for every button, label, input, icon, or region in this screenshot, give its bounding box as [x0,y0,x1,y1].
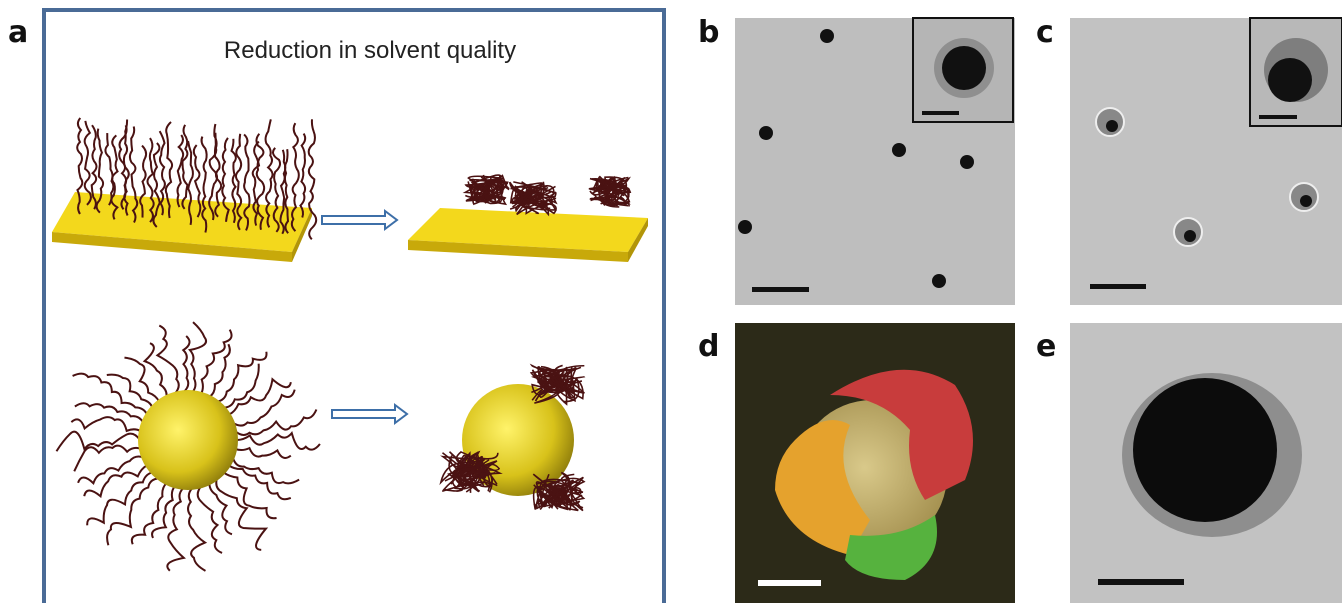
polymer-chains [56,118,319,571]
particle [738,220,752,234]
panel-border [44,10,664,603]
chain [167,488,183,571]
chain [223,472,276,518]
scale-bar [752,287,809,292]
chain [198,486,222,553]
core [1133,378,1277,522]
chain [132,483,167,544]
chain [188,488,205,571]
chain [71,417,140,431]
figure: a b c d e Reduction in solvent quality [0,0,1342,603]
chain [235,448,291,458]
chain [183,336,189,392]
chain [223,364,258,408]
scale-bar [1098,579,1184,585]
chain [309,119,317,239]
panel-title: Reduction in solvent quality [224,37,516,64]
core [1268,58,1312,102]
chain [73,374,148,415]
particle [932,274,946,288]
chain [216,478,266,550]
tomogram [735,323,1015,603]
chain [236,433,320,450]
panel-label: c [1036,15,1054,50]
particle [820,29,834,43]
chain [300,134,305,218]
particle [759,126,773,140]
nanoparticle [138,390,238,490]
scale-bar [1090,284,1146,289]
chain [87,472,152,525]
chain [85,121,91,205]
core [1300,195,1312,207]
panel-label: b [698,15,719,50]
chain [78,457,143,484]
arrows [322,211,407,423]
panel-label: a [8,15,28,50]
chain [56,432,140,452]
particle [960,155,974,169]
arrow [322,211,397,229]
scale-bar [1259,115,1297,119]
core [1184,230,1196,242]
core [1106,120,1118,132]
chain [124,358,159,402]
panel-label: e [1036,329,1056,364]
chain [190,322,206,392]
core [942,46,986,90]
particle [892,143,906,157]
panel-label: d [698,329,719,364]
scale-bar [922,111,959,115]
arrow [332,405,407,423]
chain [233,390,295,426]
scale-bar [758,580,821,586]
